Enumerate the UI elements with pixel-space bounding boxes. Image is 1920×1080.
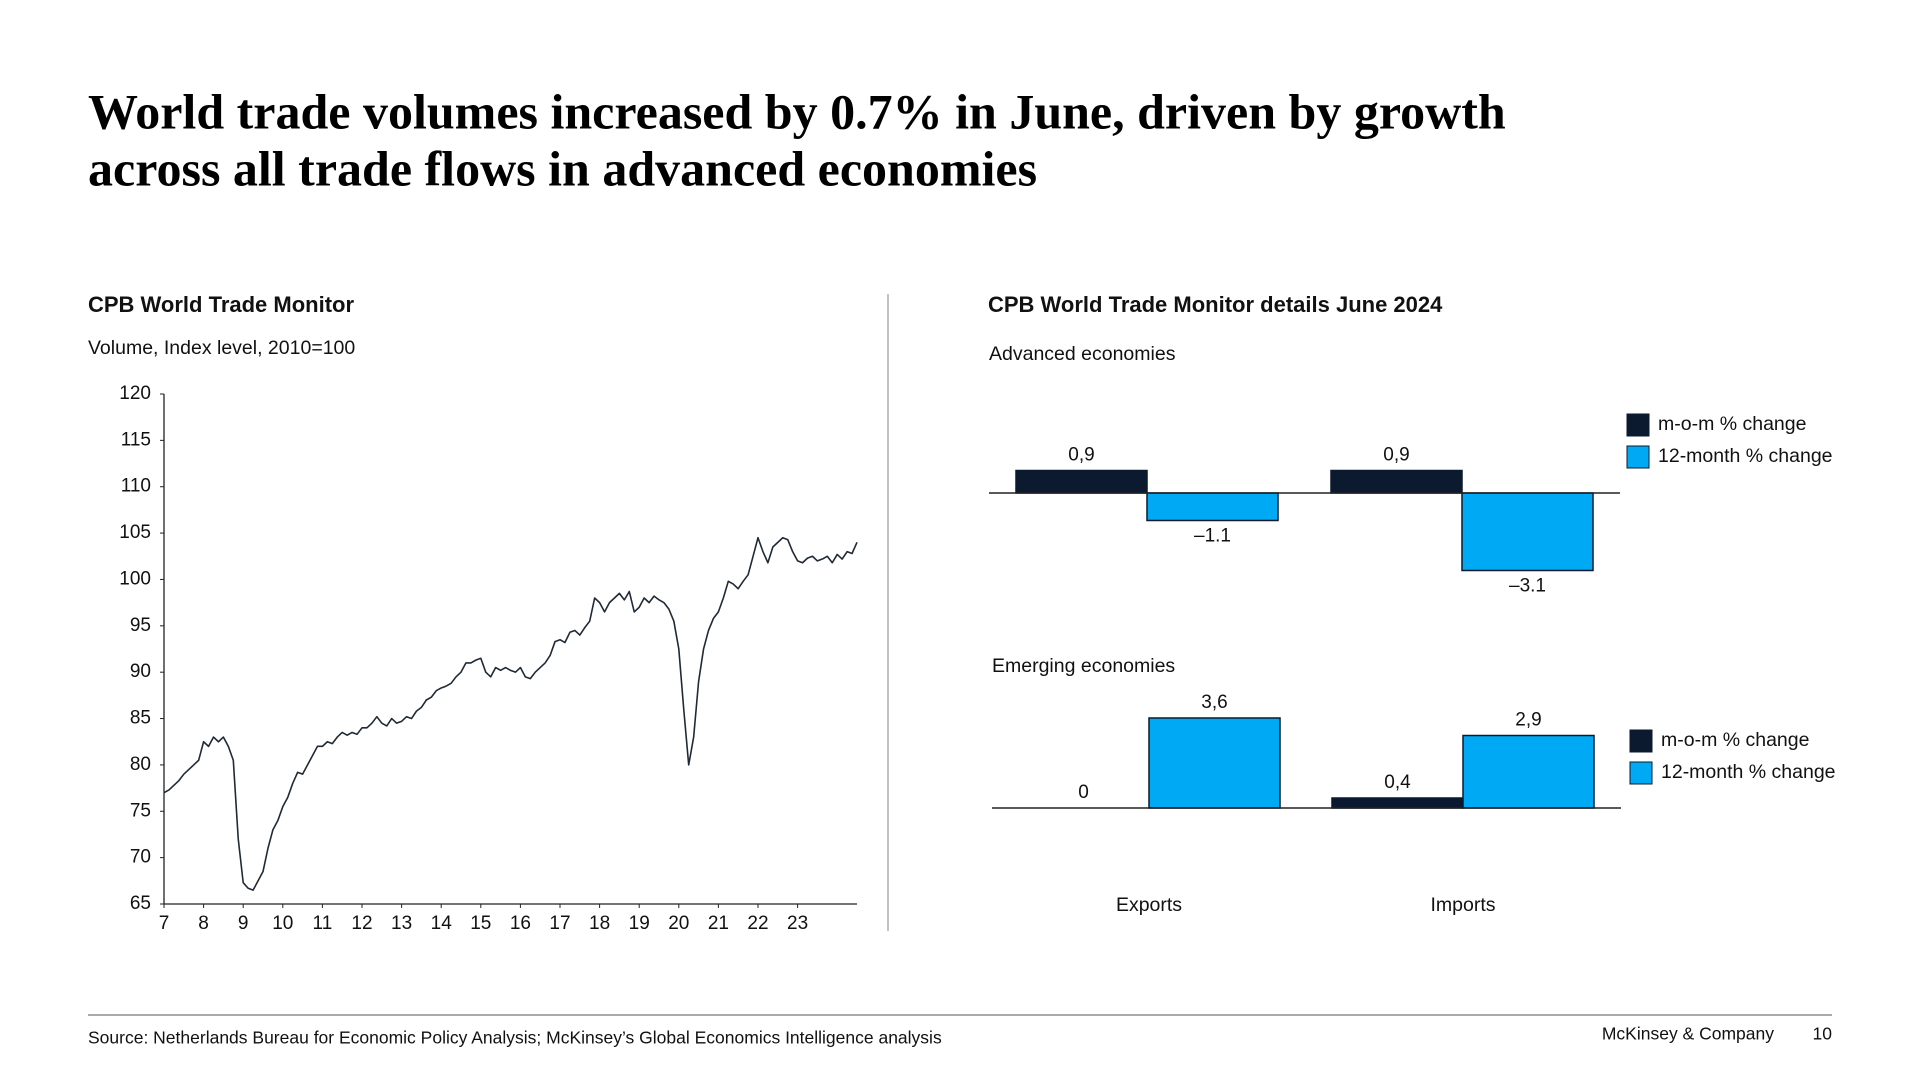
legend-swatch (1629, 761, 1653, 785)
y-tick-label: 95 (130, 615, 151, 636)
x-tick-label: 22 (747, 913, 768, 934)
x-tick-label: 17 (549, 913, 570, 934)
x-tick-label: 10 (272, 913, 293, 934)
page-number: 10 (1813, 1024, 1833, 1044)
y-tick-label: 110 (121, 476, 151, 497)
y-tick-label: 90 (130, 661, 151, 682)
panel-title: Advanced economies (989, 343, 1176, 365)
x-tick-label: 14 (431, 913, 453, 934)
x-tick-label: 19 (629, 913, 650, 934)
y-tick-label: 85 (130, 708, 151, 729)
legend-label: m-o-m % change (1661, 729, 1809, 751)
x-tick-label: 11 (313, 913, 333, 934)
y-tick-label: 70 (130, 847, 151, 868)
value-label: 0,9 (1068, 445, 1094, 466)
bar (1331, 797, 1464, 809)
legend-label: 12-month % change (1658, 445, 1833, 467)
bar (1146, 492, 1279, 522)
x-tick-label: 15 (470, 913, 491, 934)
x-tick-label: 23 (787, 913, 808, 934)
value-label: 0 (1078, 782, 1089, 803)
legend-label: m-o-m % change (1658, 413, 1806, 435)
value-label: 0,9 (1383, 445, 1409, 466)
x-tick-label: 13 (391, 913, 412, 934)
category-label: Imports (1430, 894, 1495, 916)
legend-label: 12-month % change (1661, 761, 1836, 783)
chart-title: CPB World Trade Monitor details June 202… (988, 292, 1443, 317)
bar (1148, 717, 1281, 809)
chart-subtitle: Volume, Index level, 2010=100 (88, 337, 355, 359)
data-line (163, 536, 858, 891)
slide-title: across all trade flows in advanced econo… (88, 140, 1037, 196)
value-label: 3,6 (1201, 692, 1227, 713)
x-tick-label: 8 (198, 913, 209, 934)
y-tick-label: 120 (119, 383, 151, 404)
x-tick-label: 21 (708, 913, 729, 934)
y-tick-label: 75 (130, 800, 151, 821)
x-tick-label: 18 (589, 913, 610, 934)
brand: McKinsey & Company (1602, 1024, 1774, 1044)
panel-title: Emerging economies (992, 655, 1175, 677)
y-tick-label: 100 (119, 568, 151, 589)
value-label: 2,9 (1515, 710, 1541, 731)
x-tick-label: 9 (238, 913, 249, 934)
legend-swatch (1626, 445, 1650, 469)
slide-title: World trade volumes increased by 0.7% in… (88, 83, 1506, 139)
source: Source: Netherlands Bureau for Economic … (88, 1028, 942, 1048)
x-tick-label: 7 (159, 913, 170, 934)
legend-swatch (1626, 413, 1650, 437)
bar (1330, 469, 1463, 494)
bar (1462, 734, 1595, 809)
category-label: Exports (1116, 894, 1182, 916)
chart-title: CPB World Trade Monitor (88, 292, 354, 317)
x-tick-label: 16 (510, 913, 531, 934)
bar (1015, 469, 1148, 494)
bar (1461, 492, 1594, 572)
y-tick-label: 115 (121, 429, 151, 450)
value-label: –1.1 (1194, 526, 1231, 547)
y-tick-label: 80 (130, 754, 151, 775)
y-tick-label: 105 (119, 522, 151, 543)
value-label: 0,4 (1384, 772, 1411, 793)
legend-swatch (1629, 729, 1653, 753)
y-tick-label: 65 (130, 893, 151, 914)
x-tick-label: 12 (351, 913, 372, 934)
x-tick-label: 20 (668, 913, 689, 934)
value-label: –3.1 (1509, 576, 1546, 597)
